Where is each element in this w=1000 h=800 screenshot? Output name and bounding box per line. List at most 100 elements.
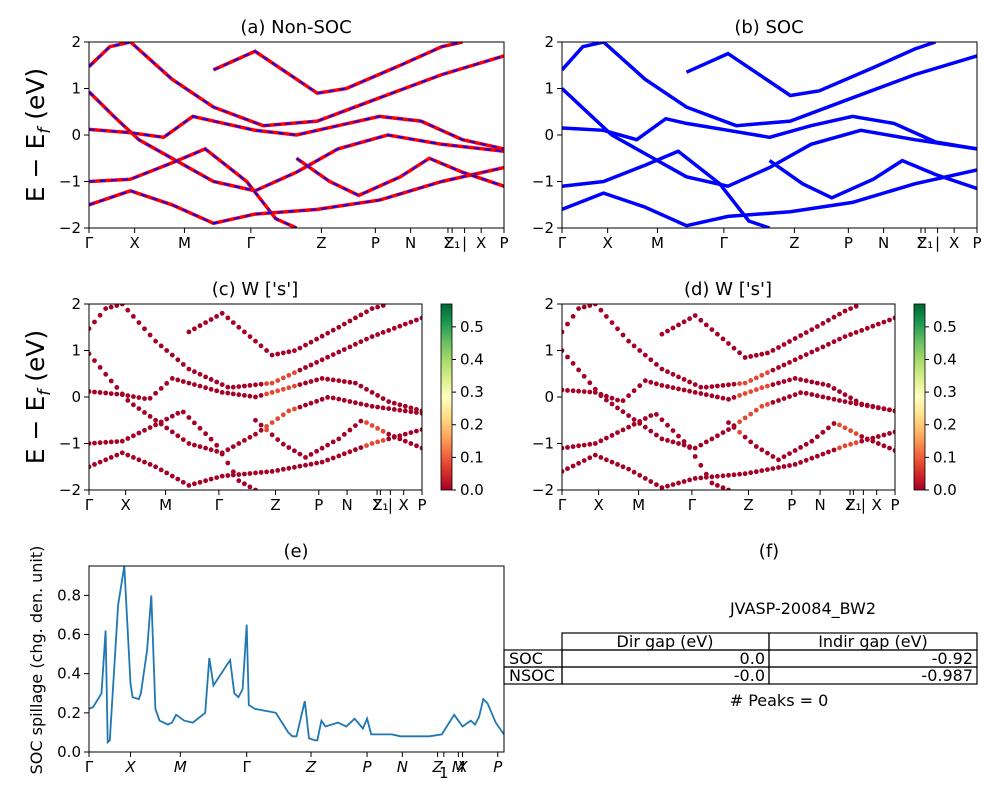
band-point xyxy=(637,348,643,353)
y-tick-label: 2 xyxy=(544,295,554,313)
band-point xyxy=(587,380,593,386)
band-point xyxy=(654,412,659,417)
band-point xyxy=(92,358,97,363)
band-point xyxy=(670,325,676,331)
x-tick-label: Γ xyxy=(85,496,94,514)
band-point xyxy=(142,396,147,401)
band-point xyxy=(842,334,848,339)
band-point xyxy=(870,323,876,329)
band-point xyxy=(297,463,303,469)
band-point xyxy=(592,304,598,307)
y-tick-label: −2 xyxy=(532,481,554,499)
table-cell-dir: 0.0 xyxy=(740,649,765,668)
band-point xyxy=(142,410,147,415)
band-point xyxy=(236,384,242,389)
band-point xyxy=(275,351,281,357)
band-point xyxy=(787,451,792,456)
band-point xyxy=(192,369,197,375)
panel-b-title: (b) SOC xyxy=(734,17,803,38)
band-point xyxy=(576,460,581,466)
band-point xyxy=(765,450,770,456)
band-point xyxy=(242,393,247,398)
band-point xyxy=(659,331,665,337)
band-point xyxy=(186,483,192,488)
band-point xyxy=(737,393,742,398)
band-point xyxy=(665,422,670,428)
band-point xyxy=(153,464,159,470)
x-tick-label: M xyxy=(452,758,465,776)
panel-e-title: (e) xyxy=(283,541,308,562)
band-point xyxy=(336,378,342,384)
y-tick-label: 1 xyxy=(544,342,554,360)
band-point xyxy=(681,439,687,444)
band-point xyxy=(219,382,225,387)
band-point xyxy=(581,373,587,379)
x-tick-label: P xyxy=(499,234,508,252)
band-point xyxy=(765,370,770,376)
band-point xyxy=(576,306,581,311)
band-point xyxy=(242,329,247,335)
band-point xyxy=(753,387,759,392)
band-point xyxy=(726,427,731,432)
band-point xyxy=(831,386,837,391)
band-point xyxy=(225,390,231,396)
band-point xyxy=(153,422,159,428)
band-point xyxy=(219,451,225,457)
colorbar-tick-label: 0.1 xyxy=(933,448,957,466)
band-point xyxy=(581,389,587,394)
band-line-soc xyxy=(562,42,977,128)
band-point xyxy=(870,438,876,444)
y-tick-label: 0.6 xyxy=(57,626,81,644)
band-point xyxy=(275,378,281,383)
band-point xyxy=(642,416,648,421)
band-point xyxy=(748,378,754,383)
band-point xyxy=(414,428,419,434)
band-point xyxy=(562,469,565,474)
band-point xyxy=(386,436,392,442)
band-point xyxy=(280,375,286,381)
band-point xyxy=(108,304,114,310)
band-point xyxy=(280,441,286,447)
band-point xyxy=(731,345,737,351)
band-point xyxy=(225,473,231,478)
panel-d-title: (d) W ['s'] xyxy=(684,279,772,300)
band-point xyxy=(615,397,620,403)
band-point xyxy=(687,445,692,450)
table-row-label: SOC xyxy=(509,649,543,668)
band-point xyxy=(114,439,120,444)
band-point xyxy=(125,436,131,441)
band-point xyxy=(715,394,720,400)
band-point xyxy=(264,427,269,433)
band-point xyxy=(814,434,820,440)
colorbar-tick-label: 0.2 xyxy=(460,416,484,434)
band-point xyxy=(631,421,637,427)
band-line-soc-overlay xyxy=(213,42,463,95)
band-point xyxy=(353,380,358,386)
band-point xyxy=(325,457,330,463)
band-line-soc xyxy=(562,149,771,228)
band-point xyxy=(842,392,848,398)
band-point xyxy=(875,321,881,327)
band-point xyxy=(375,332,380,337)
band-point xyxy=(692,382,698,387)
band-point xyxy=(642,352,648,358)
band-point xyxy=(408,405,414,411)
band-point xyxy=(892,315,895,321)
band-point xyxy=(681,479,687,484)
band-point xyxy=(892,448,895,453)
gap-table xyxy=(503,632,978,685)
band-point xyxy=(197,479,203,485)
band-point xyxy=(776,365,781,370)
band-line-nonsoc xyxy=(89,165,504,226)
band-point xyxy=(147,332,153,338)
band-point xyxy=(648,379,654,385)
band-point xyxy=(158,343,164,349)
band-point xyxy=(303,462,308,468)
band-point xyxy=(114,391,120,397)
band-point xyxy=(258,422,264,428)
y-tick-label: 0.4 xyxy=(57,665,81,683)
band-point xyxy=(114,304,120,308)
band-point xyxy=(570,444,576,449)
band-point xyxy=(709,393,715,399)
band-point xyxy=(787,463,792,468)
